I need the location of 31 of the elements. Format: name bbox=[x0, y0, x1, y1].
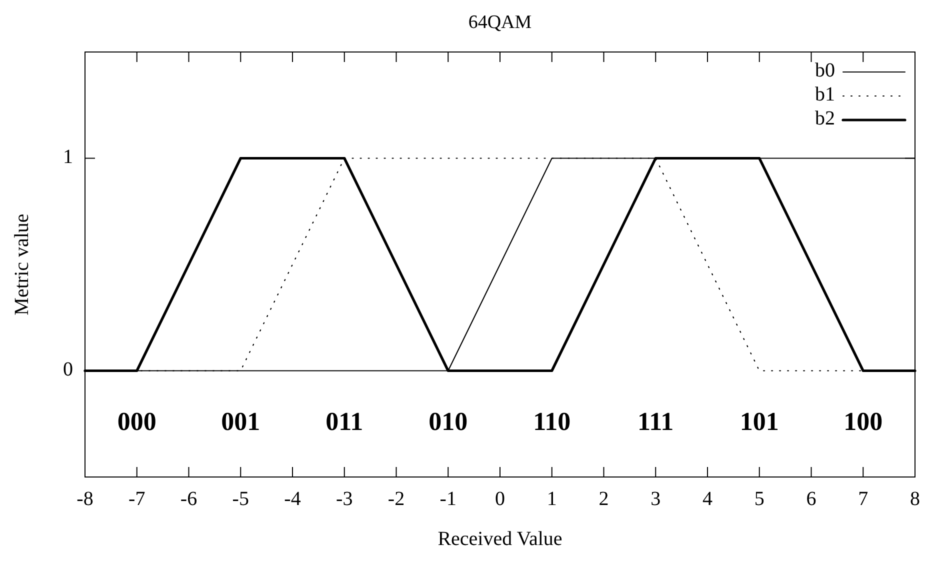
legend-label: b2 bbox=[815, 108, 835, 130]
x-tick-label: 0 bbox=[495, 488, 505, 510]
x-tick-label: 8 bbox=[910, 488, 920, 510]
x-tick-label: -4 bbox=[284, 488, 301, 510]
x-tick-label: 1 bbox=[546, 488, 557, 510]
y-axis-title: Metric value bbox=[11, 214, 33, 316]
annotation: 010 bbox=[428, 406, 468, 436]
x-tick-label: -7 bbox=[128, 488, 146, 510]
x-tick-label: -3 bbox=[336, 488, 353, 510]
legend-label: b0 bbox=[815, 60, 835, 82]
legend-label: b1 bbox=[815, 84, 835, 106]
annotation: 100 bbox=[844, 406, 883, 436]
x-axis-title: Received Value bbox=[438, 528, 562, 550]
x-tick-label: 5 bbox=[754, 488, 764, 510]
x-tick-label: 2 bbox=[598, 488, 609, 510]
annotation: 011 bbox=[326, 406, 364, 436]
x-tick-label: -2 bbox=[388, 488, 405, 510]
x-tick-label: 3 bbox=[650, 488, 661, 510]
chart-title: 64QAM bbox=[468, 12, 532, 33]
annotation: 110 bbox=[533, 406, 571, 436]
x-tick-label: -8 bbox=[76, 488, 94, 510]
x-tick-label: 4 bbox=[702, 488, 712, 510]
annotation: 000 bbox=[117, 406, 156, 436]
x-tick-label: -1 bbox=[440, 488, 456, 510]
x-tick-label: 7 bbox=[858, 488, 868, 510]
x-tick-label: -6 bbox=[180, 488, 198, 510]
annotation: 101 bbox=[740, 406, 779, 436]
annotation: 111 bbox=[638, 406, 674, 436]
x-tick-label: 6 bbox=[806, 488, 816, 510]
x-tick-label: -5 bbox=[232, 488, 249, 510]
annotation: 001 bbox=[221, 406, 260, 436]
